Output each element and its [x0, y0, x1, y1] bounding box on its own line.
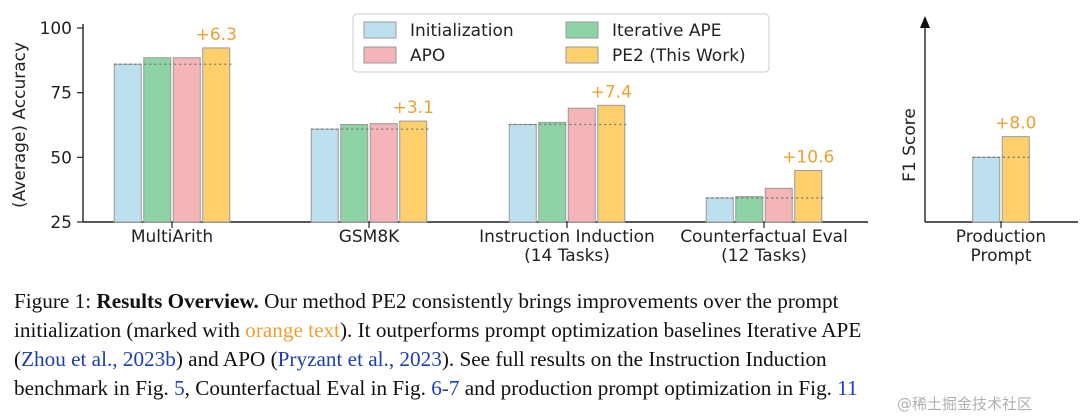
y-tick-label: 25	[50, 213, 72, 233]
bar	[340, 123, 369, 223]
y-axis-arrow-icon	[920, 16, 930, 28]
caption-text: ). It outperforms prompt optimization ba…	[339, 318, 862, 342]
bar	[764, 187, 793, 223]
bar	[972, 156, 1001, 223]
y-tick-label: 50	[50, 148, 72, 168]
bar	[143, 57, 172, 223]
results-overview-chart: 25 50 75 100 (Average) Accuracy MultiArith +6.…	[10, 13, 1078, 266]
figure-ref-link-5[interactable]: 5	[174, 376, 185, 400]
legend-label: PE2 (This Work)	[612, 46, 746, 66]
caption-text: , Counterfactual Eval in Fig.	[184, 376, 432, 400]
legend-label: Iterative APE	[612, 21, 721, 41]
x-tick-label: Production	[956, 227, 1046, 247]
bar	[508, 123, 537, 223]
caption-bold-title: Results Overview.	[96, 289, 259, 313]
bar	[1001, 136, 1030, 223]
x-tick-label: Instruction Induction	[479, 227, 655, 247]
caption-text: and production prompt optimization in Fi…	[459, 376, 838, 400]
figure-ref-link-6-7[interactable]: 6-7	[431, 376, 460, 400]
bar	[202, 47, 231, 223]
x-tick-label: (12 Tasks)	[721, 246, 807, 266]
caption-line-1: Figure 1: Results Overview. Our method P…	[14, 287, 1072, 316]
legend-box	[352, 13, 770, 73]
caption-text: (	[14, 347, 22, 371]
improvement-annotation: +6.3	[196, 25, 237, 45]
caption-line-2: initialization (marked with orange text)…	[14, 316, 1072, 345]
legend-swatch	[363, 21, 397, 39]
bar	[172, 57, 201, 223]
legend-swatch	[363, 46, 397, 64]
legend: Initialization Iterative APE APO PE2 (This …	[352, 13, 770, 73]
improvement-annotation: +10.6	[782, 148, 834, 168]
citation-link-pryzant[interactable]: Pryzant et al., 2023	[277, 347, 442, 371]
caption-line-4: benchmark in Fig. 5, Counterfactual Eval…	[14, 374, 1072, 403]
bar	[310, 128, 339, 223]
x-tick-label: MultiArith	[131, 227, 213, 247]
caption-line-3: (Zhou et al., 2023b) and APO (Pryzant et…	[14, 345, 1072, 374]
legend-label: APO	[410, 46, 445, 66]
citation-link-zhou[interactable]: Zhou et al., 2023b	[21, 347, 176, 371]
watermark: @稀土掘金技术社区	[897, 395, 1033, 413]
bar	[567, 107, 596, 223]
caption-text: Our method PE2 consistently brings impro…	[258, 289, 839, 313]
x-tick-label: GSM8K	[339, 227, 400, 247]
bar	[538, 121, 567, 223]
x-tick-label: Prompt	[971, 246, 1032, 266]
x-tick-label: (14 Tasks)	[524, 246, 610, 266]
legend-swatch	[565, 21, 599, 39]
bar	[369, 123, 398, 223]
caption-figure-label: Figure 1:	[14, 289, 97, 313]
main-plot: 25 50 75 100 (Average) Accuracy MultiArith +6.…	[10, 19, 868, 266]
bar	[399, 120, 428, 223]
y-tick-label: 75	[50, 84, 72, 104]
bar	[794, 170, 823, 223]
caption-orange-text: orange text	[245, 318, 340, 342]
improvement-annotation: +7.4	[591, 82, 632, 102]
legend-label: Initialization	[410, 21, 514, 41]
figure-ref-link-11[interactable]: 11	[837, 376, 858, 400]
caption-text: ) and APO (	[175, 347, 278, 371]
figure-caption: Figure 1: Results Overview. Our method P…	[14, 287, 1072, 403]
y-axis-label: (Average) Accuracy	[10, 42, 30, 208]
caption-text: initialization (marked with	[14, 318, 246, 342]
caption-text: benchmark in Fig.	[14, 376, 175, 400]
y-tick-label: 100	[40, 19, 72, 39]
bar	[597, 104, 626, 223]
bar	[735, 196, 764, 223]
x-tick-label: Counterfactual Eval	[680, 227, 848, 247]
bar	[705, 197, 734, 223]
bar	[113, 63, 142, 223]
improvement-annotation: +8.0	[995, 114, 1036, 134]
production-y-axis-label: F1 Score	[900, 108, 920, 182]
improvement-annotation: +3.1	[393, 98, 434, 118]
caption-text: ). See full results on the Instruction I…	[441, 347, 827, 371]
legend-swatch	[565, 46, 599, 64]
